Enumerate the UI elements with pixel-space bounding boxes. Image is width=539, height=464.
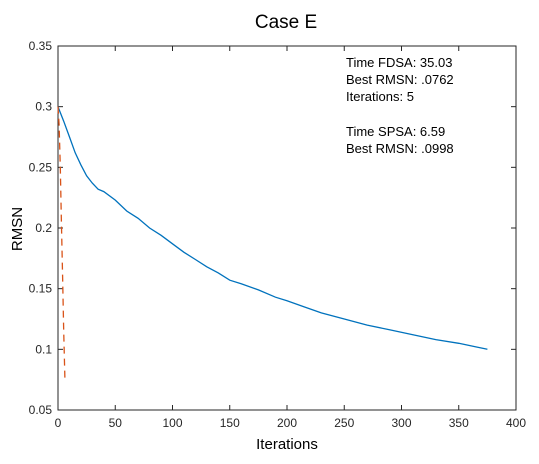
plot-area: [57, 45, 517, 411]
x-tick-label: 0: [55, 416, 62, 430]
series-line-solid: [57, 106, 488, 350]
chart-title: Case E: [255, 12, 317, 33]
y-tick-label: 0.15: [29, 282, 53, 296]
series-line-dashed: [57, 106, 66, 379]
annotation-time-spsa: Time SPSA: 6.59: [346, 124, 445, 139]
x-tick-label: 400: [506, 416, 526, 430]
x-tick-label: 150: [220, 416, 240, 430]
annotation-box: Time FDSA: 35.03 Best RMSN: .0762 Iterat…: [346, 55, 454, 156]
annotation-iterations: Iterations: 5: [346, 89, 414, 104]
y-tick-label: 0.35: [29, 39, 53, 53]
x-tick-label: 100: [162, 416, 182, 430]
annotation-best-rmsn-spsa: Best RMSN: .0998: [346, 141, 454, 156]
y-tick-label: 0.05: [29, 403, 53, 417]
y-tick-label: 0.1: [35, 342, 52, 356]
x-tick-label: 250: [334, 416, 354, 430]
annotation-time-fdsa: Time FDSA: 35.03: [346, 55, 452, 70]
y-tick-label: 0.2: [35, 221, 52, 235]
x-axis-label: Iterations: [256, 436, 318, 453]
x-tick-label: 200: [277, 416, 297, 430]
x-tick-label: 50: [109, 416, 123, 430]
y-tick-label: 0.25: [29, 160, 53, 174]
annotation-best-rmsn-fdsa: Best RMSN: .0762: [346, 72, 454, 87]
x-tick-label: 300: [391, 416, 411, 430]
y-tick-label: 0.3: [35, 100, 52, 114]
y-axis-label: RMSN: [9, 207, 26, 251]
x-tick-label: 350: [449, 416, 469, 430]
